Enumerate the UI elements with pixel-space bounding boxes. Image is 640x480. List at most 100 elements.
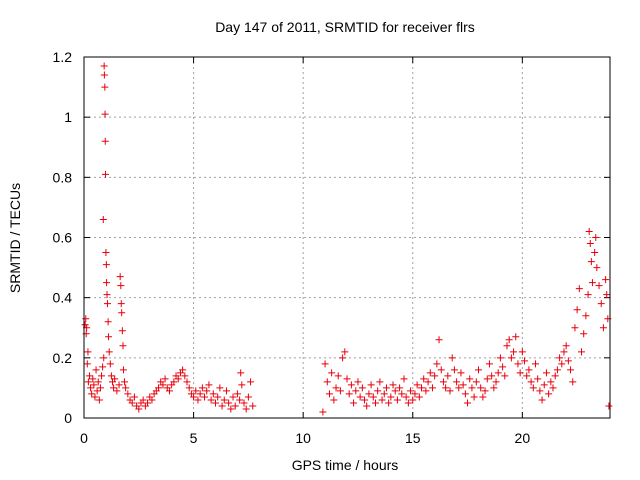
x-tick-label: 10 — [295, 430, 311, 446]
data-point — [553, 366, 561, 374]
data-point — [531, 360, 539, 368]
data-point — [562, 342, 570, 350]
data-point — [159, 381, 167, 389]
data-point — [96, 384, 104, 392]
data-point — [586, 240, 594, 248]
data-point — [94, 378, 102, 386]
data-point — [442, 384, 450, 392]
data-point — [88, 390, 96, 398]
data-point — [428, 384, 436, 392]
data-point — [231, 402, 239, 410]
data-point — [488, 372, 496, 380]
x-tick-label: 15 — [405, 430, 421, 446]
data-point — [121, 378, 129, 386]
data-point — [575, 285, 583, 293]
chart-title: Day 147 of 2011, SRMTID for receiver flr… — [215, 19, 475, 35]
data-point — [540, 381, 548, 389]
data-point — [87, 384, 95, 392]
data-point — [354, 378, 362, 386]
data-point — [334, 372, 342, 380]
data-point — [203, 387, 211, 395]
data-point — [444, 372, 452, 380]
data-point — [207, 396, 215, 404]
data-point — [117, 300, 125, 308]
data-point — [420, 375, 428, 383]
data-point — [233, 390, 241, 398]
data-point — [415, 393, 423, 401]
data-point — [479, 393, 487, 401]
data-point — [573, 306, 581, 314]
data-point — [244, 393, 252, 401]
x-axis-label: GPS time / hours — [292, 457, 399, 473]
data-point — [238, 381, 246, 389]
data-point — [424, 378, 432, 386]
data-point — [556, 354, 564, 362]
data-point — [139, 396, 147, 404]
data-point — [181, 372, 189, 380]
data-point — [510, 348, 518, 356]
data-point — [409, 396, 417, 404]
data-point — [212, 399, 219, 407]
data-point — [376, 378, 384, 386]
data-point — [490, 384, 498, 392]
data-point — [190, 393, 198, 401]
data-point — [518, 348, 526, 356]
data-point — [585, 227, 593, 235]
data-point — [352, 387, 360, 395]
data-point — [111, 375, 119, 383]
data-point — [358, 384, 366, 392]
data-point — [105, 348, 113, 356]
data-point — [89, 375, 97, 383]
data-point — [534, 375, 542, 383]
data-point — [209, 390, 217, 398]
data-point — [115, 381, 123, 389]
data-point — [505, 336, 513, 344]
data-point — [470, 393, 478, 401]
data-point — [477, 384, 485, 392]
data-point — [435, 336, 443, 344]
data-point — [580, 330, 588, 338]
data-point — [475, 366, 482, 374]
data-point — [103, 291, 111, 299]
data-point — [196, 390, 204, 398]
data-point — [382, 384, 390, 392]
data-point — [496, 354, 504, 362]
data-point — [118, 327, 126, 335]
data-point — [578, 348, 586, 356]
data-point — [571, 324, 579, 332]
data-point — [593, 264, 601, 272]
data-point — [236, 396, 244, 404]
data-point — [361, 396, 369, 404]
y-tick-label: 0.8 — [53, 169, 73, 185]
data-point — [161, 375, 169, 383]
data-point — [107, 372, 115, 380]
data-point — [367, 381, 375, 389]
data-points — [81, 62, 613, 416]
data-point — [319, 408, 327, 416]
data-point — [592, 234, 600, 241]
data-point — [124, 390, 132, 398]
data-point — [343, 375, 351, 383]
data-point — [110, 384, 118, 392]
data-point — [102, 261, 110, 269]
data-point — [507, 354, 515, 362]
data-point — [485, 360, 493, 368]
data-point — [240, 399, 248, 407]
data-point — [101, 83, 109, 91]
data-point — [418, 384, 426, 392]
y-axis-label: SRMTID / TECUs — [7, 183, 23, 293]
data-point — [551, 372, 559, 380]
data-point — [380, 390, 388, 398]
x-tick-label: 0 — [80, 430, 88, 446]
data-point — [426, 369, 434, 377]
data-point — [516, 369, 524, 377]
data-point — [472, 378, 480, 386]
data-point — [332, 384, 340, 392]
data-point — [130, 393, 138, 401]
data-point — [155, 384, 163, 392]
data-point — [492, 378, 500, 386]
data-point — [439, 378, 447, 386]
x-tick-label: 20 — [515, 430, 531, 446]
data-point — [433, 360, 441, 368]
data-point — [514, 360, 522, 368]
